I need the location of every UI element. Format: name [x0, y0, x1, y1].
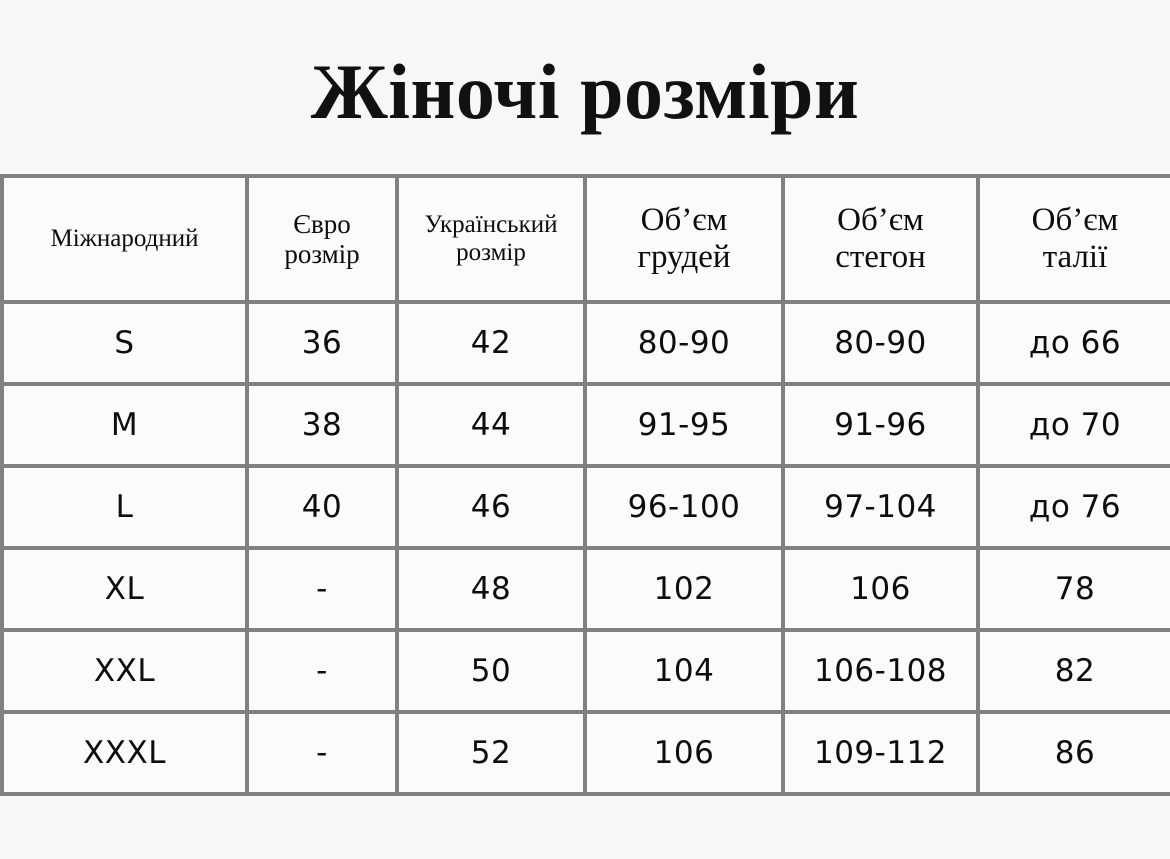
- cell-hips: 80-90: [781, 300, 980, 386]
- table-header: Міжнародний Євро розмір Український розм…: [0, 174, 1170, 304]
- cell-hips: 91-96: [781, 382, 980, 468]
- cell-euro: -: [245, 710, 399, 796]
- cell-ukrainian: 52: [395, 710, 587, 796]
- cell-ukrainian: 48: [395, 546, 587, 632]
- column-header-bust-line2: грудей: [637, 239, 731, 275]
- cell-euro: 40: [245, 464, 399, 550]
- column-header-bust: Об’єм грудей: [583, 174, 785, 304]
- size-table-container: Міжнародний Євро розмір Український розм…: [0, 174, 1170, 796]
- table-row: XXXL - 52 106 109-112 86: [0, 710, 1170, 796]
- cell-waist: 82: [976, 628, 1170, 714]
- cell-ukrainian: 50: [395, 628, 587, 714]
- cell-waist: до 76: [976, 464, 1170, 550]
- column-header-international-line1: Міжнародний: [50, 225, 199, 252]
- cell-euro: 36: [245, 300, 399, 386]
- column-header-bust-line1: Об’єм: [640, 202, 728, 239]
- column-header-hips-line2: стегон: [835, 239, 926, 275]
- cell-hips: 109-112: [781, 710, 980, 796]
- header-row: Міжнародний Євро розмір Український розм…: [0, 174, 1170, 304]
- column-header-euro-line2: розмір: [284, 239, 360, 269]
- column-header-international: Міжнародний: [0, 174, 249, 304]
- cell-hips: 106-108: [781, 628, 980, 714]
- cell-bust: 102: [583, 546, 785, 632]
- table-body: S 36 42 80-90 80-90 до 66 M 38 44 91-95 …: [0, 300, 1170, 796]
- cell-international: XL: [0, 546, 249, 632]
- cell-bust: 104: [583, 628, 785, 714]
- cell-ukrainian: 42: [395, 300, 587, 386]
- cell-international: XXL: [0, 628, 249, 714]
- table-row: XL - 48 102 106 78: [0, 546, 1170, 632]
- cell-waist: 86: [976, 710, 1170, 796]
- table-row: XXL - 50 104 106-108 82: [0, 628, 1170, 714]
- cell-bust: 80-90: [583, 300, 785, 386]
- cell-euro: -: [245, 628, 399, 714]
- cell-ukrainian: 46: [395, 464, 587, 550]
- column-header-ukrainian: Український розмір: [395, 174, 587, 304]
- column-header-waist-line1: Об’єм: [1031, 202, 1119, 239]
- table-row: S 36 42 80-90 80-90 до 66: [0, 300, 1170, 386]
- cell-euro: -: [245, 546, 399, 632]
- cell-international: XXXL: [0, 710, 249, 796]
- column-header-waist: Об’єм талії: [976, 174, 1170, 304]
- cell-international: L: [0, 464, 249, 550]
- column-header-waist-line2: талії: [1042, 239, 1108, 275]
- column-header-hips-line1: Об’єм: [837, 202, 924, 239]
- cell-hips: 106: [781, 546, 980, 632]
- cell-international: S: [0, 300, 249, 386]
- column-header-euro-line1: Євро: [293, 208, 351, 239]
- cell-waist: до 66: [976, 300, 1170, 386]
- column-header-ukrainian-line2: розмір: [456, 239, 526, 266]
- table-row: L 40 46 96-100 97-104 до 76: [0, 464, 1170, 550]
- cell-euro: 38: [245, 382, 399, 468]
- cell-bust: 96-100: [583, 464, 785, 550]
- column-header-hips: Об’єм стегон: [781, 174, 980, 304]
- cell-ukrainian: 44: [395, 382, 587, 468]
- cell-bust: 106: [583, 710, 785, 796]
- cell-bust: 91-95: [583, 382, 785, 468]
- cell-waist: до 70: [976, 382, 1170, 468]
- page-title: Жіночі розміри: [310, 48, 860, 135]
- cell-waist: 78: [976, 546, 1170, 632]
- column-header-ukrainian-line1: Український: [424, 211, 558, 238]
- cell-hips: 97-104: [781, 464, 980, 550]
- column-header-euro: Євро розмір: [245, 174, 399, 304]
- table-row: M 38 44 91-95 91-96 до 70: [0, 382, 1170, 468]
- women-size-table: Міжнародний Євро розмір Український розм…: [0, 174, 1170, 796]
- cell-international: M: [0, 382, 249, 468]
